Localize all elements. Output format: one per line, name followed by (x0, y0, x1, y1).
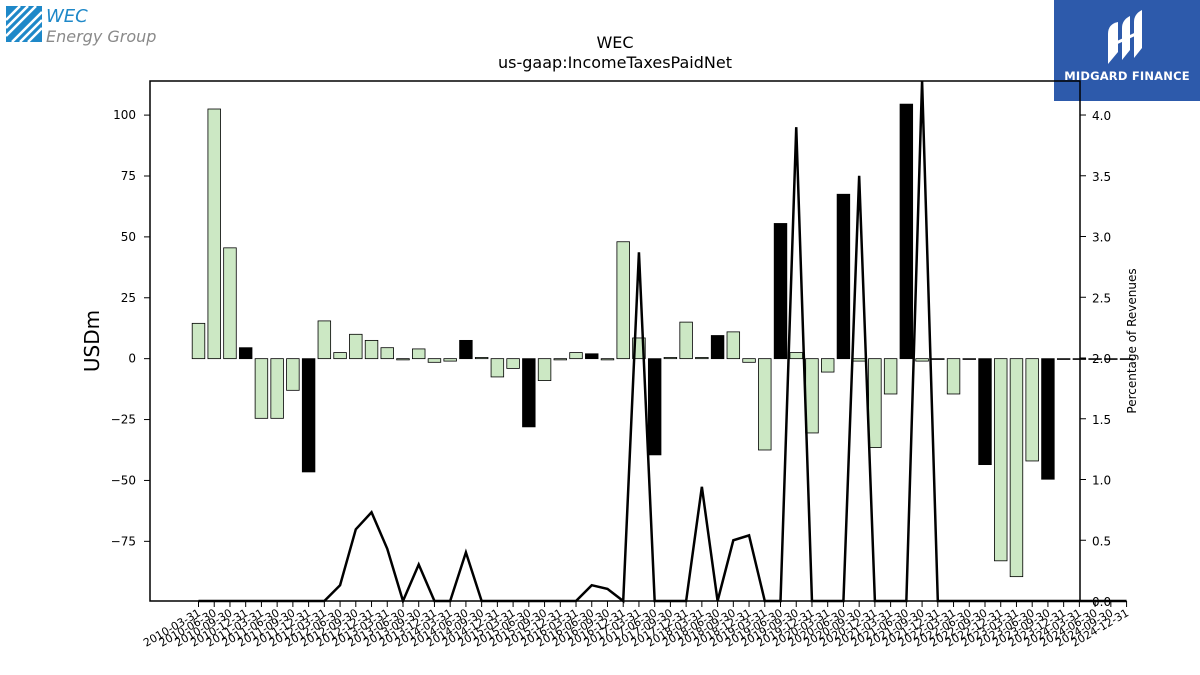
bar (1119, 358, 1134, 360)
wec-energy-group-logo: WEC Energy Group (5, 5, 166, 46)
bar (962, 358, 976, 360)
x-axis: 2010-03-312010-06-302010-09-302010-12-31… (141, 601, 1131, 650)
bar (537, 358, 552, 381)
bar (773, 223, 788, 360)
bar (223, 247, 237, 360)
y-tick-label: 75 (121, 169, 136, 183)
bar (569, 352, 583, 360)
y2-axis-label: Percentage of Revenues (1125, 268, 1139, 413)
bar (459, 339, 473, 360)
bar (191, 322, 206, 360)
bar (1088, 358, 1102, 360)
bar (585, 353, 599, 360)
ratio-line (198, 80, 1127, 605)
bar (443, 358, 457, 362)
bar (868, 358, 882, 448)
bar-series (191, 103, 1134, 578)
y2-tick-label: 0.0 (1092, 595, 1111, 609)
bar (412, 348, 426, 360)
publisher-name: MIDGARD FINANCE (1064, 69, 1190, 83)
bar (679, 321, 693, 360)
bar (600, 358, 615, 361)
bar (490, 358, 505, 378)
bar (238, 347, 253, 360)
y-tick-label: 0 (128, 352, 136, 366)
plot-frame (149, 80, 1081, 602)
bar (522, 358, 536, 428)
y2-tick-label: 3.0 (1092, 231, 1111, 245)
bar (333, 352, 347, 360)
bar (380, 347, 394, 360)
bar (317, 320, 332, 360)
bar (805, 358, 819, 434)
bar (742, 358, 756, 363)
bar (931, 358, 945, 360)
bar (1104, 358, 1118, 360)
bar (994, 358, 1008, 562)
bar (789, 352, 803, 360)
bar (1025, 358, 1039, 462)
bar (1041, 358, 1055, 480)
brand-name: WEC (46, 6, 88, 27)
y2-tick-label: 1.0 (1092, 474, 1111, 488)
bar (286, 358, 300, 391)
bar (821, 358, 835, 373)
y-tick-label: −75 (111, 534, 136, 548)
bar (364, 339, 379, 360)
y2-tick-label: 4.0 (1092, 109, 1111, 123)
wec-logo-icon (5, 5, 43, 43)
chart-subtitle: us-gaap:IncomeTaxesPaidNet (498, 53, 732, 72)
bar (427, 358, 442, 363)
bar (254, 358, 269, 419)
bar (506, 358, 520, 369)
y2-tick-label: 0.5 (1092, 534, 1111, 548)
y-axis: −75 −50 −25 0 25 50 75 100 (111, 108, 150, 548)
y-tick-label: 25 (121, 291, 136, 305)
chart-title: WEC (596, 33, 633, 52)
bar (1056, 358, 1071, 360)
bar (396, 358, 410, 361)
y2-axis: 0.0 0.5 1.0 1.5 2.0 2.5 3.0 3.5 4.0 (1080, 109, 1111, 609)
y2-tick-label: 1.5 (1092, 413, 1111, 427)
bar (349, 333, 363, 360)
y2-tick-label: 3.5 (1092, 170, 1111, 184)
y-axis-label: USDm (80, 310, 104, 372)
brand-subtitle: Energy Group (46, 27, 157, 46)
bar (616, 241, 630, 360)
bar (207, 108, 221, 360)
bar (852, 358, 866, 362)
bar (474, 357, 489, 360)
bar (883, 358, 898, 395)
bar (915, 358, 929, 362)
bar (695, 357, 709, 360)
bar (301, 358, 316, 473)
bar (270, 358, 284, 419)
y2-tick-label: 2.5 (1092, 291, 1111, 305)
bar (899, 103, 914, 360)
bar (663, 357, 678, 360)
bar (553, 358, 567, 361)
y-tick-label: 50 (121, 230, 136, 244)
bar (710, 335, 725, 360)
bar (978, 358, 992, 466)
bar (758, 358, 772, 451)
y-tick-label: 100 (113, 108, 136, 122)
midgard-finance-logo: MIDGARD FINANCE (1054, 0, 1200, 101)
y-tick-label: −50 (111, 473, 136, 487)
bar (647, 358, 662, 456)
bar (836, 193, 851, 360)
y-tick-label: −25 (111, 413, 136, 427)
midgard-logo-icon (1108, 10, 1142, 64)
bar (726, 331, 741, 360)
bar (946, 358, 961, 395)
bar (1009, 358, 1024, 578)
y2-tick-label: 2.0 (1092, 352, 1111, 366)
